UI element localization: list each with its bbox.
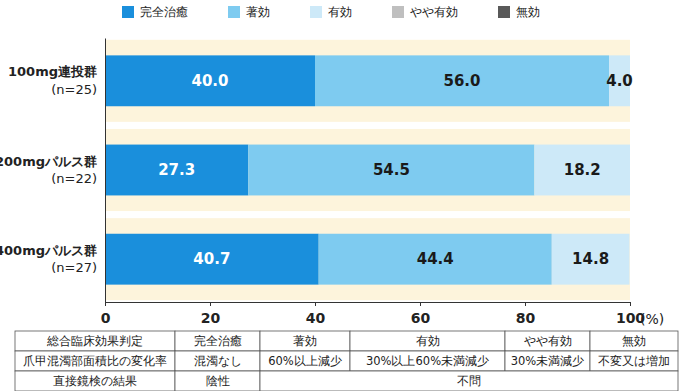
legend-item: 無効 (498, 5, 540, 19)
bar-segment (105, 145, 248, 196)
x-tick: 60 (411, 302, 431, 326)
table-text: やや有効 (524, 334, 572, 348)
table-cell (15, 351, 175, 371)
legend-label: 無効 (516, 5, 540, 19)
table-text: 不変又は増加 (598, 354, 670, 368)
legend-swatch (310, 6, 322, 18)
legend-item: やや有効 (392, 5, 458, 19)
table-cell (15, 371, 175, 391)
data-label: 54.5 (373, 161, 410, 179)
table-cell (260, 331, 350, 351)
x-axis: 020406080100 (101, 302, 646, 326)
bar-segment (534, 145, 630, 196)
y-axis (105, 39, 107, 303)
x-tick: 20 (201, 302, 221, 326)
table-cell (260, 351, 350, 371)
table-text: 総合臨床効果判定 (46, 334, 143, 348)
legend-item: 完全治癒 (122, 5, 188, 19)
x-axis-line (106, 303, 631, 307)
bar-segment (629, 234, 630, 285)
table-cell (505, 331, 590, 351)
legend-item: 著効 (228, 5, 270, 19)
data-label: 18.2 (564, 161, 601, 179)
data-label: 56.0 (443, 72, 480, 90)
table-cell (175, 351, 260, 371)
bar-segment (630, 145, 631, 196)
band-background (105, 218, 630, 300)
table-cell (590, 351, 678, 371)
legend-label: やや有効 (410, 5, 458, 19)
x-tick: 0 (101, 302, 111, 326)
table-text: 不問 (457, 374, 481, 388)
legend-swatch (122, 6, 134, 18)
table-cell (350, 351, 505, 371)
bar-segment (629, 234, 630, 285)
bar-segment (315, 55, 609, 106)
table-text: 30%以上60%未満減少 (366, 354, 489, 368)
table-text: 60%以上減少 (268, 354, 342, 368)
x-tick-mark (210, 302, 211, 306)
x-tick: 80 (516, 302, 536, 326)
band-background (105, 129, 630, 211)
legend-label: 有効 (328, 5, 352, 19)
table-cell (15, 331, 175, 351)
legend-label: 著効 (246, 5, 270, 19)
data-label: 40.7 (193, 250, 230, 268)
table-text: 30%未満減少 (511, 354, 585, 368)
table-text: 爪甲混濁部面積比の変化率 (23, 354, 167, 368)
criteria-table: 総合臨床効果判定 完全治癒 著効 有効 やや有効 無効爪甲混濁部面積比の変化率 混濁なし 60… (15, 331, 678, 391)
legend: 完全治癒 著効 有効 やや有効 無効 (122, 5, 540, 19)
bar-segment (630, 145, 631, 196)
table-cell (175, 371, 260, 391)
legend-swatch (228, 6, 240, 18)
legend-swatch (392, 6, 404, 18)
table-cell (505, 351, 590, 371)
x-tick-label: 40 (306, 310, 326, 326)
legend-item: 有効 (310, 5, 352, 19)
x-tick: 40 (306, 302, 326, 326)
x-tick-mark (525, 302, 526, 306)
category-label: 100mg連投群(n=25) (8, 64, 97, 97)
chart: 40.0 56.0 4.0 27.3 54.5 18.2 40.7 44.4 14.8 0 20 40… (0, 0, 690, 391)
legend-swatch (498, 6, 510, 18)
category-label: 400mgパルス群(n=27) (0, 243, 97, 276)
table-text: 無効 (622, 334, 646, 348)
bar-segment (105, 234, 319, 285)
x-tick-label: 60 (411, 310, 431, 326)
x-tick-mark (105, 302, 106, 306)
x-tick-label: 0 (101, 310, 111, 326)
data-label: 27.3 (158, 161, 195, 179)
bar-segment (319, 234, 552, 285)
x-tick-mark (630, 302, 631, 306)
legend-label: 完全治癒 (140, 5, 188, 19)
data-label: 14.8 (572, 250, 609, 268)
table-text: 混濁なし (194, 354, 242, 368)
data-labels: 40.0 56.0 4.0 27.3 54.5 18.2 40.7 44.4 14.8 (158, 72, 633, 268)
bar-segment (105, 55, 315, 106)
band-background (105, 40, 630, 122)
bars (105, 55, 630, 284)
table-text: 直接鏡検の結果 (53, 374, 137, 388)
data-label: 40.0 (191, 72, 228, 90)
x-tick-mark (420, 302, 421, 306)
category-label: 200mgパルス群(n=22) (0, 154, 97, 187)
data-label: 44.4 (417, 250, 454, 268)
data-label: 4.0 (606, 72, 633, 90)
table-cell (590, 331, 678, 351)
table-cell (350, 331, 505, 351)
table-text: 有効 (416, 334, 440, 348)
bar-segment (552, 234, 630, 285)
band-backgrounds (105, 40, 630, 300)
table-text: 完全治癒 (194, 334, 242, 348)
bar-segment (248, 145, 534, 196)
x-tick-label: 80 (516, 310, 536, 326)
x-axis-title: (%) (640, 311, 664, 327)
y-axis-line (105, 39, 106, 303)
table-text: 陰性 (206, 374, 230, 388)
x-tick-mark (315, 302, 316, 306)
table-cell (260, 371, 678, 391)
x-tick-label: 20 (201, 310, 221, 326)
table-text: 著効 (293, 334, 317, 348)
table-cell (175, 331, 260, 351)
